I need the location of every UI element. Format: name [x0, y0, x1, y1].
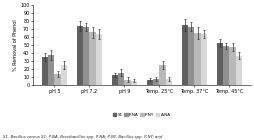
Bar: [147, 80, 153, 85]
Bar: [42, 57, 48, 85]
Bar: [83, 27, 89, 85]
Bar: [61, 65, 67, 85]
Bar: [118, 73, 124, 85]
Bar: [236, 56, 242, 85]
Bar: [153, 79, 160, 85]
Bar: [188, 27, 194, 85]
Text: S1- Bacillus cereus S1; P-NA- Brevibacillus spp. P-NA; P-NY- Bacillus spp. P-NY;: S1- Bacillus cereus S1; P-NA- Brevibacil…: [3, 135, 162, 139]
Bar: [112, 75, 118, 85]
Bar: [96, 34, 102, 85]
Bar: [166, 79, 172, 85]
Bar: [201, 34, 207, 85]
Bar: [54, 74, 61, 85]
Bar: [182, 25, 188, 85]
Bar: [194, 33, 201, 85]
Bar: [48, 55, 54, 85]
Y-axis label: % Removal of Phenol: % Removal of Phenol: [13, 19, 18, 71]
Bar: [217, 43, 223, 85]
Bar: [160, 65, 166, 85]
Bar: [223, 46, 229, 85]
Bar: [131, 81, 137, 85]
Legend: S1, P-NA, P-NY, A-NA: S1, P-NA, P-NY, A-NA: [113, 113, 171, 117]
Bar: [229, 47, 236, 85]
Bar: [89, 32, 96, 85]
Bar: [124, 80, 131, 85]
Bar: [77, 26, 83, 85]
